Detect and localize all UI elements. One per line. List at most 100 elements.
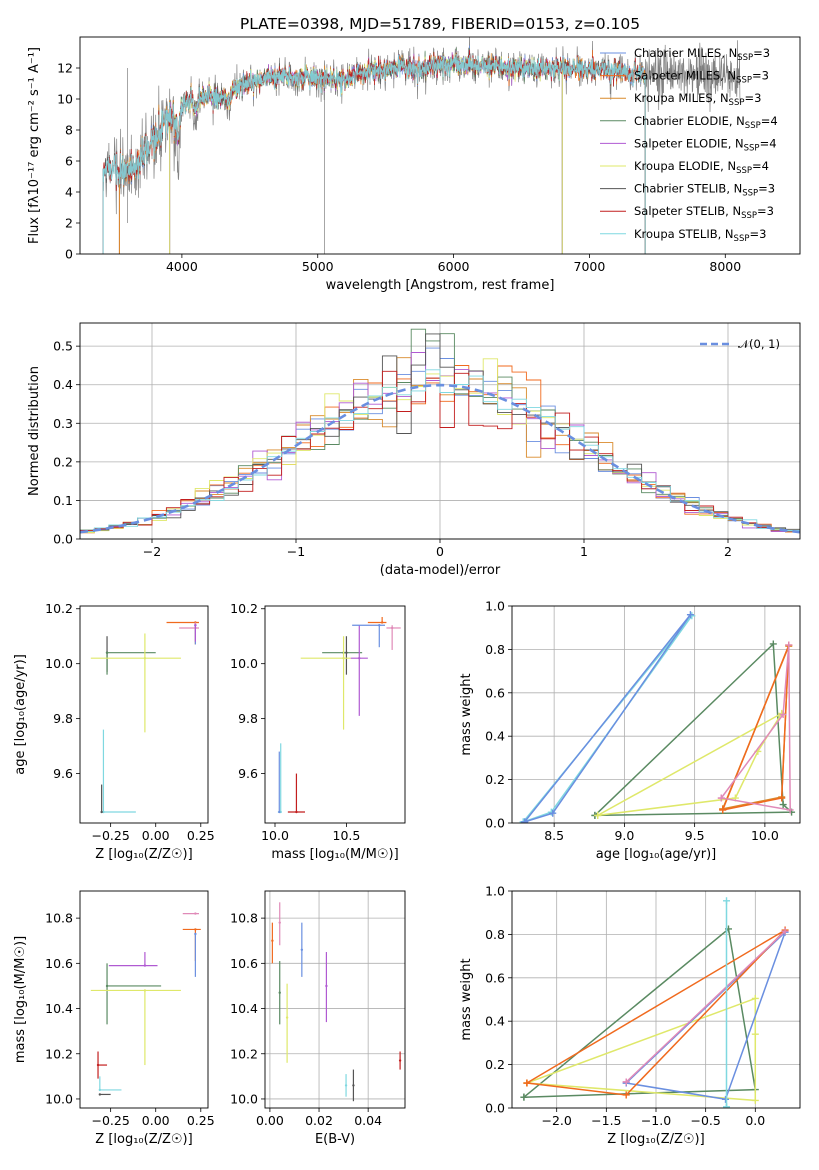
legend-entry: Kroupa STELIB, NSSP=3	[634, 227, 766, 244]
mass_vs_ebv-frame	[264, 890, 406, 1109]
weight-series-line	[526, 929, 786, 1096]
x-tick-label: 0.25	[187, 1113, 215, 1128]
data-point	[105, 651, 109, 654]
data-point	[143, 989, 147, 992]
age_vs_Z-plot-area	[90, 621, 199, 814]
data-point	[278, 991, 281, 994]
residuals-axes: −2 −1 0 1 2 0.0 0.1 0.2 0.3 0.4 0.5 (data-model)/er…	[27, 323, 800, 578]
age_vs_mass-plot-area	[277, 616, 401, 814]
data-point	[98, 1088, 102, 1092]
weight_vs_Z-frame	[511, 890, 801, 1109]
y-tick-label: 0.6	[485, 970, 505, 985]
x-tick-label: −1	[287, 544, 305, 559]
legend-entry: 𝒩(0, 1)	[738, 337, 780, 351]
mass_vs_Z-frame	[79, 890, 209, 1109]
data-point	[378, 624, 381, 627]
x-axis-label: Z [log₁₀(Z/Z☉)]	[95, 847, 192, 862]
legend-entry: Salpeter ELODIE, NSSP=4	[634, 136, 777, 153]
data-point	[344, 1084, 348, 1087]
x-tick-label: 7000	[574, 259, 606, 274]
data-point	[278, 921, 281, 924]
y-tick-label: 10.2	[45, 601, 73, 616]
x-tick-label: −0.25	[91, 828, 129, 843]
data-point	[398, 1059, 402, 1062]
x-tick-label: −2	[143, 544, 161, 559]
weight-marker	[722, 1095, 730, 1103]
y-tick-label: 0	[65, 247, 73, 262]
x-tick-label: −2.0	[542, 1113, 572, 1128]
x-axis-label: Z [log₁₀(Z/Z☉)]	[607, 1132, 704, 1147]
weight-marker	[594, 811, 602, 819]
y-tick-label: 0.0	[485, 816, 505, 831]
y-tick-label: 0.8	[485, 927, 505, 942]
spectrum-axes: 4000 5000 6000 7000 8000 0 2 4 6 8 10 12 wavelength …	[27, 47, 741, 293]
data-point	[342, 656, 345, 660]
y-tick-label: 10.2	[45, 1046, 73, 1061]
data-point	[285, 1016, 289, 1019]
x-axis-label: mass [log₁₀(M/M☉)]	[271, 847, 398, 862]
weight-marker	[717, 794, 725, 802]
y-tick-label: 10.8	[45, 911, 73, 926]
data-point	[143, 656, 147, 660]
y-tick-label: 10.0	[230, 1091, 258, 1106]
y-axis-label: mass [log₁₀(M/M☉)]	[13, 936, 28, 1063]
x-tick-label: 9.0	[614, 828, 634, 843]
weight-marker	[719, 806, 727, 814]
x-tick-label: 0.02	[305, 1113, 333, 1128]
y-tick-label: 10.6	[45, 956, 73, 971]
legend-entry: Chabrier STELIB, NSSP=3	[634, 182, 775, 199]
y-tick-label: 2	[65, 216, 73, 231]
age_vs_Z-axes: −0.25 0.00 0.25 9.6 9.8 10.0 10.2 Z [log₁₀(Z/Z☉…	[13, 601, 215, 862]
data-point	[345, 651, 348, 654]
weight-marker	[686, 611, 694, 619]
age_vs_Z-frame	[79, 605, 209, 824]
x-tick-label: 0.0	[745, 1113, 765, 1128]
x-axis-label: E(B-V)	[315, 1132, 355, 1147]
y-axis-label: Normed distribution	[27, 366, 42, 496]
data-point	[105, 984, 109, 988]
y-axis-label: mass weight	[459, 958, 474, 1040]
weight-marker	[521, 818, 529, 823]
x-axis-label: wavelength [Angstrom, rest frame]	[326, 278, 555, 293]
y-axis-label: age [log₁₀(age/yr)]	[13, 654, 28, 775]
x-tick-label: 2	[724, 544, 732, 559]
data-point	[100, 810, 103, 814]
x-tick-label: 0.00	[256, 1113, 284, 1128]
data-point	[194, 912, 197, 915]
x-tick-label: 0.04	[354, 1113, 382, 1128]
figure-title: PLATE=0398, MJD=51789, FIBERID=0153, z=0…	[240, 15, 640, 33]
data-point	[143, 964, 147, 967]
residuals-plot-area	[80, 328, 800, 534]
weight-series-line	[523, 927, 757, 1098]
y-axis-label: Flux [fλ10⁻¹⁷ erg cm⁻² s⁻¹ A⁻¹]	[27, 47, 42, 244]
weight-marker	[549, 809, 557, 817]
data-point	[194, 624, 197, 627]
y-tick-label: 10.0	[45, 656, 73, 671]
y-tick-label: 0.8	[485, 642, 505, 657]
y-tick-label: 0.2	[485, 1057, 505, 1072]
normal-curve	[80, 383, 800, 534]
y-tick-label: 0.0	[53, 532, 73, 547]
legend-entry: Salpeter MILES, NSSP=3	[634, 69, 769, 86]
weight_vs_age-plot-area	[519, 611, 796, 823]
y-tick-label: 0.5	[53, 339, 73, 354]
x-tick-label: 8000	[709, 259, 741, 274]
weight-marker	[779, 801, 787, 809]
mass_vs_ebv-axes: 0.00 0.02 0.04 10.0 10.2 10.4 10.6 10.8 E(B-V)	[230, 891, 405, 1147]
weight-marker	[786, 806, 794, 814]
data-point	[358, 656, 361, 660]
x-tick-label: 10.5	[333, 828, 361, 843]
y-tick-label: 10.0	[230, 656, 258, 671]
y-tick-label: 9.6	[238, 766, 258, 781]
y-tick-label: 8	[65, 123, 73, 138]
x-axis-label: (data-model)/error	[380, 563, 501, 578]
x-tick-label: 0	[436, 544, 444, 559]
x-tick-label: 10.0	[261, 828, 289, 843]
plot-layer: 4000 5000 6000 7000 8000024681012wavelength …	[13, 36, 801, 1147]
weight-marker	[751, 994, 759, 1002]
weight-marker	[622, 1078, 630, 1086]
weight-marker	[622, 1091, 630, 1099]
age_vs_mass-axes: 10.0 10.5 9.6 9.8 10.0 10.2 mass [log₁₀(M/M☉)]	[230, 601, 399, 862]
x-tick-label: 0.00	[142, 1113, 170, 1128]
